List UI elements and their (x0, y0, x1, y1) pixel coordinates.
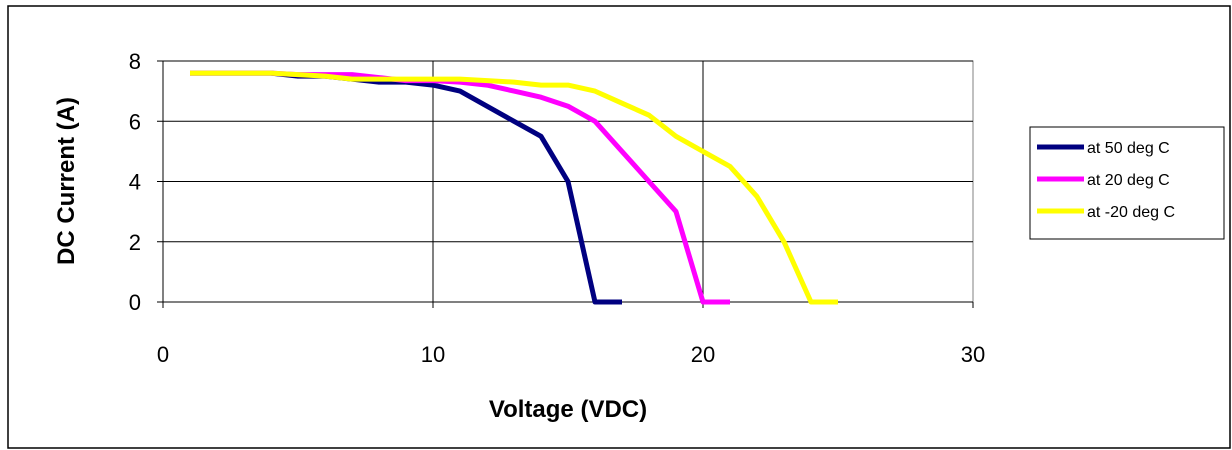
y-tick-label: 6 (129, 109, 141, 134)
y-tick-label: 4 (129, 170, 141, 195)
legend-items: at 50 deg C at 20 deg C at -20 deg C (1037, 140, 1175, 221)
series-line-3 (190, 70, 838, 305)
x-tick-label: 10 (421, 342, 445, 367)
y-tick-label: 0 (129, 290, 141, 315)
legend-label: at 50 deg C (1087, 140, 1170, 157)
x-tick-label: 30 (961, 342, 985, 367)
y-tick-labels: 0 2 4 6 8 (129, 49, 141, 315)
legend-label: at 20 deg C (1087, 172, 1170, 189)
y-tick-label: 2 (129, 230, 141, 255)
legend: at 50 deg C at 20 deg C at -20 deg C (1029, 126, 1225, 240)
x-tick-label: 20 (691, 342, 715, 367)
x-tick-labels: 0 10 20 30 (157, 342, 985, 367)
y-axis-title: DC Current (A) (53, 97, 80, 265)
legend-label: at -20 deg C (1087, 204, 1175, 221)
x-axis-title: Voltage (VDC) (489, 396, 647, 423)
y-tick-label: 8 (129, 49, 141, 74)
x-tick-label: 0 (157, 342, 169, 367)
series-lines (190, 70, 838, 305)
